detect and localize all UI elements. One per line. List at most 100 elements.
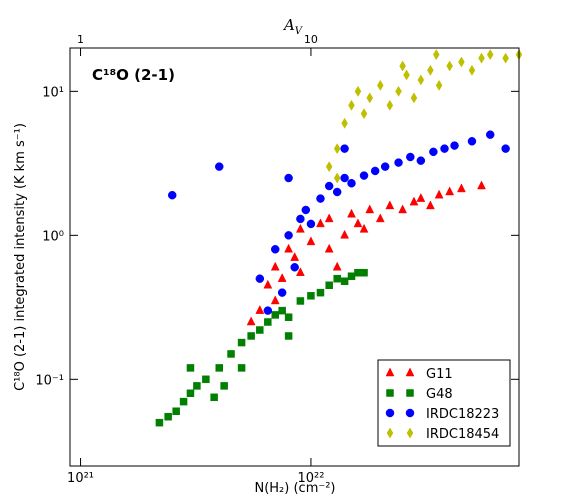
point <box>333 274 341 283</box>
point <box>202 375 210 384</box>
legend-label: G11 <box>426 367 453 382</box>
point <box>306 219 316 229</box>
point <box>340 144 349 153</box>
point <box>296 214 305 224</box>
point <box>316 218 325 228</box>
point <box>333 172 341 184</box>
point <box>296 297 305 305</box>
legend-label: IRDC18454 <box>426 427 499 442</box>
point <box>237 364 246 372</box>
y-tick-label: 10¹ <box>42 85 64 100</box>
point <box>375 213 385 223</box>
point <box>306 236 316 246</box>
point <box>376 79 384 91</box>
point <box>359 223 369 233</box>
point <box>360 108 368 120</box>
point <box>354 85 362 97</box>
point <box>425 200 435 210</box>
point <box>179 397 188 406</box>
point <box>417 74 425 86</box>
point <box>186 364 195 372</box>
x-axis-label: N(H₂) (cm⁻²) <box>254 481 335 496</box>
point <box>457 183 466 193</box>
point <box>290 252 300 261</box>
point <box>365 204 375 214</box>
y-axis-label: C¹⁸O (2-1) integrated intensity (K km s⁻… <box>13 123 28 391</box>
x-tick-label: 10²¹ <box>67 471 94 486</box>
point <box>340 173 349 183</box>
point <box>429 147 438 157</box>
point <box>486 49 494 61</box>
point <box>434 189 444 199</box>
top-axis-label: AV <box>282 16 304 37</box>
legend-marker <box>386 389 394 397</box>
point <box>341 117 348 129</box>
point <box>307 292 315 300</box>
point <box>324 213 334 223</box>
point <box>332 261 342 271</box>
top-tick-label: 1 <box>77 33 84 46</box>
plot-frame <box>69 47 520 467</box>
point <box>246 316 256 326</box>
point <box>450 141 459 150</box>
top-axis-label-main: A <box>282 16 295 34</box>
point <box>237 338 246 347</box>
point <box>440 144 449 153</box>
point <box>255 274 265 283</box>
point <box>427 64 434 76</box>
legend-marker <box>385 408 395 418</box>
legend-marker <box>405 367 415 377</box>
point <box>347 272 356 280</box>
point <box>395 85 402 97</box>
point <box>155 418 164 427</box>
point <box>385 200 395 210</box>
point <box>263 279 273 289</box>
point <box>432 49 440 61</box>
point <box>347 208 356 218</box>
legend-marker <box>406 427 414 439</box>
point <box>332 187 342 197</box>
point <box>340 229 350 239</box>
y-tick-label: 10⁰ <box>42 229 64 244</box>
point <box>324 243 334 253</box>
point <box>270 261 280 271</box>
point <box>366 92 374 104</box>
point <box>409 196 419 206</box>
point <box>316 288 325 297</box>
point <box>360 268 368 277</box>
point <box>347 178 356 188</box>
point <box>477 180 486 190</box>
point <box>370 166 380 176</box>
top-axis-label-sub: V <box>295 26 304 37</box>
point <box>284 173 293 183</box>
point <box>340 277 349 285</box>
point <box>458 56 465 68</box>
point <box>359 171 369 180</box>
point <box>435 79 443 91</box>
point <box>301 205 311 215</box>
legend-label: IRDC18223 <box>426 407 499 422</box>
point <box>172 407 180 416</box>
point <box>284 243 294 253</box>
point <box>284 313 293 321</box>
point <box>468 64 476 76</box>
point <box>264 318 272 326</box>
point <box>485 130 495 139</box>
y-tick-label: 10⁻¹ <box>35 373 64 388</box>
point <box>290 263 299 272</box>
point <box>325 281 333 290</box>
legend-label: G48 <box>426 387 453 402</box>
point <box>215 162 224 171</box>
point <box>325 161 333 173</box>
point <box>333 143 341 155</box>
point <box>186 389 195 398</box>
point <box>270 245 280 254</box>
point <box>403 69 410 81</box>
legend-marker <box>386 427 394 439</box>
point <box>263 306 273 315</box>
point <box>416 156 426 165</box>
point <box>278 306 286 315</box>
point <box>445 186 455 196</box>
